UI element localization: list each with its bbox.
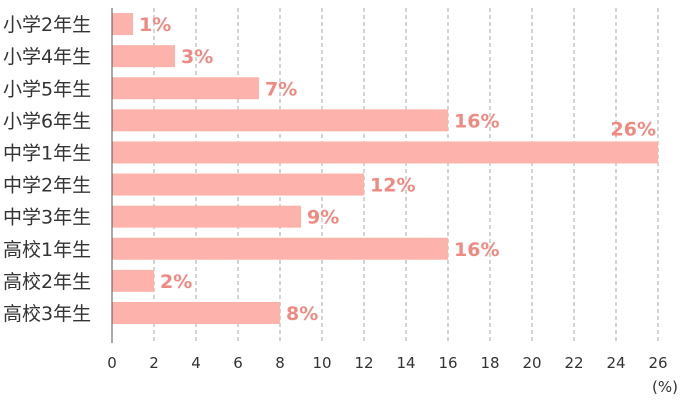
bar xyxy=(112,237,448,260)
bar xyxy=(112,77,259,100)
category-label: 高校2年生 xyxy=(3,271,91,293)
category-label: 小学4年生 xyxy=(3,46,91,68)
bar xyxy=(112,109,448,132)
x-tick-label: 20 xyxy=(522,354,541,372)
x-tick-label: 24 xyxy=(606,354,625,372)
x-tick-label: 22 xyxy=(564,354,583,372)
x-tick-label: 8 xyxy=(275,354,285,372)
bar xyxy=(112,301,280,324)
bar-layer xyxy=(112,13,658,324)
bar xyxy=(112,13,133,36)
x-tick-label: 10 xyxy=(312,354,331,372)
value-label: 26% xyxy=(611,118,656,140)
category-label: 中学2年生 xyxy=(3,175,91,197)
category-label: 小学5年生 xyxy=(3,78,91,100)
x-tick-label: 2 xyxy=(149,354,159,372)
category-label: 中学3年生 xyxy=(3,207,91,229)
category-label: 高校1年生 xyxy=(3,239,91,261)
category-label: 小学2年生 xyxy=(3,14,91,36)
x-tick-label: 16 xyxy=(438,354,457,372)
value-label: 8% xyxy=(286,303,318,325)
category-label: 中学1年生 xyxy=(3,142,91,164)
x-tick-label: 4 xyxy=(191,354,201,372)
category-label: 高校3年生 xyxy=(3,303,91,325)
bar xyxy=(112,205,301,228)
x-tick-label: 6 xyxy=(233,354,243,372)
x-tick-label: 26 xyxy=(648,354,667,372)
value-label: 1% xyxy=(139,14,171,36)
category-label: 小学6年生 xyxy=(3,110,91,132)
value-label: 9% xyxy=(307,207,339,229)
x-tick-label: 18 xyxy=(480,354,499,372)
bar xyxy=(112,269,154,292)
value-label: 3% xyxy=(181,46,213,68)
value-label: 7% xyxy=(265,78,297,100)
bar xyxy=(112,45,175,68)
bar xyxy=(112,141,658,164)
value-label: 16% xyxy=(454,239,499,261)
x-axis-unit: (%) xyxy=(652,378,678,396)
x-tick-label: 14 xyxy=(396,354,415,372)
value-label: 16% xyxy=(454,110,499,132)
x-tick-label: 12 xyxy=(354,354,373,372)
value-label: 12% xyxy=(370,175,415,197)
bar xyxy=(112,173,364,196)
value-label: 2% xyxy=(160,271,192,293)
x-tick-label: 0 xyxy=(107,354,117,372)
